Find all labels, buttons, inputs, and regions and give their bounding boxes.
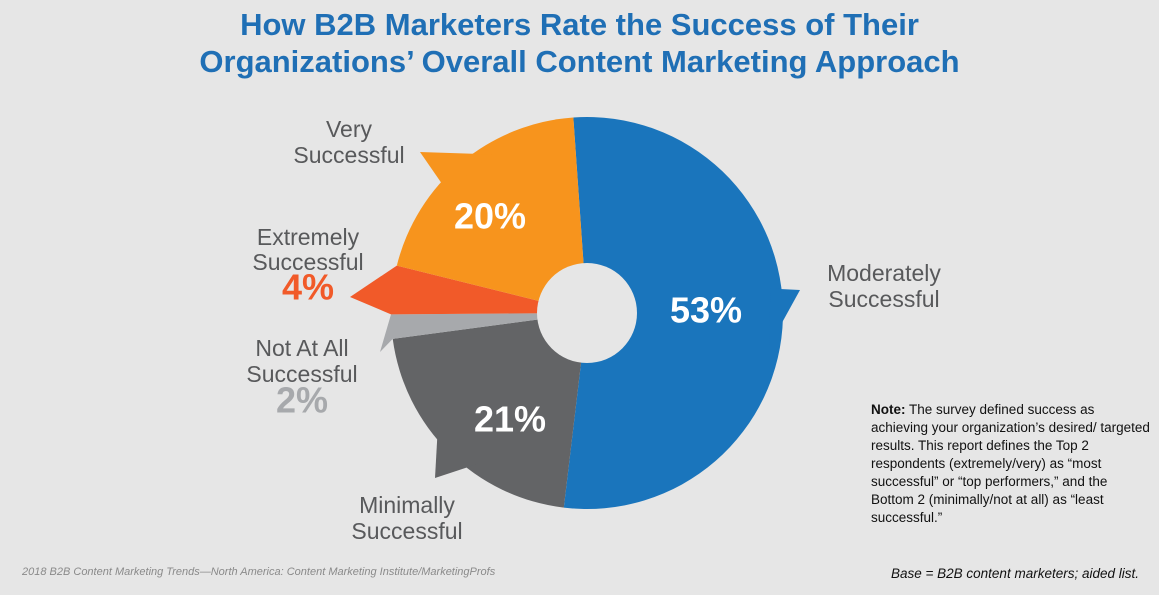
donut-hole (537, 263, 637, 363)
callout-moderately (768, 288, 800, 347)
category-label-extremely-line-2: Successful (252, 249, 363, 275)
callout-very (420, 152, 492, 192)
note-text: The survey defined success as achieving … (871, 402, 1150, 525)
value-label-not-at-all: 2% (276, 380, 328, 421)
chart-title: How B2B Marketers Rate the Success of Th… (0, 6, 1159, 80)
chart-title-line-2: Organizations’ Overall Content Marketing… (199, 44, 960, 79)
category-label-very-line-2: Successful (293, 142, 404, 168)
slice-minimally (392, 313, 587, 508)
category-label-extremely-line-1: Extremely (257, 224, 360, 250)
note: Note: The survey defined success as achi… (871, 401, 1153, 527)
category-label-minimally-line-2: Successful (351, 518, 462, 544)
slice-very (396, 117, 587, 313)
category-label-minimally-line-1: Minimally (359, 492, 455, 518)
note-label: Note: (871, 402, 906, 417)
source-citation: 2018 B2B Content Marketing Trends—North … (22, 566, 496, 578)
category-label-moderately-line-1: Moderately (827, 260, 941, 286)
category-label-not-at-all-line-1: Not At All (255, 335, 348, 361)
value-label-extremely: 4% (282, 267, 334, 308)
value-label-moderately: 53% (670, 290, 742, 331)
category-label-moderately-line-2: Successful (828, 286, 939, 312)
callout-minimally (435, 422, 480, 478)
base-note: Base = B2B content marketers; aided list… (890, 566, 1139, 581)
slice-extremely (350, 265, 587, 315)
slice-not-at-all (380, 313, 587, 352)
value-label-minimally: 21% (474, 399, 546, 440)
slice-moderately (563, 116, 784, 510)
chart-title-line-1: How B2B Marketers Rate the Success of Th… (240, 7, 919, 42)
category-label-very-line-1: Very (326, 116, 373, 142)
category-label-not-at-all-line-2: Successful (246, 361, 357, 387)
value-label-very: 20% (454, 196, 526, 237)
